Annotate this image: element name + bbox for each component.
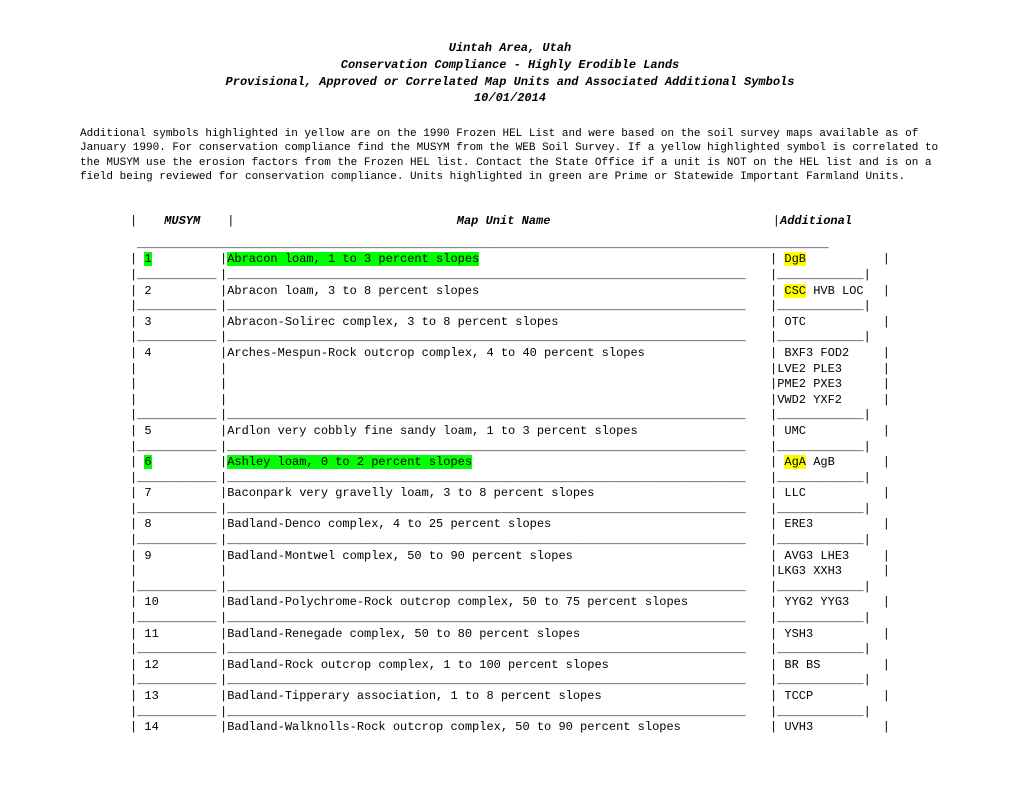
- header-line-2: Conservation Compliance - Highly Erodibl…: [80, 57, 940, 74]
- table-row-continuation: | | |PME2 PXE3|: [130, 377, 890, 393]
- col-name: Map Unit Name: [234, 214, 772, 228]
- separator-row: |___________|___________________________…: [130, 705, 890, 721]
- table-row-continuation: | | |LKG3 XXH3|: [130, 564, 890, 580]
- separator-row: |___________|___________________________…: [130, 471, 890, 487]
- table-row: | 11|Badland-Renegade complex, 50 to 80 …: [130, 627, 890, 643]
- table-row: | 6|Ashley loam, 0 to 2 percent slopes| …: [130, 455, 890, 471]
- header-line-4: 10/01/2014: [80, 90, 940, 107]
- separator-row: |___________|___________________________…: [130, 268, 890, 284]
- table-row: | 12|Badland-Rock outcrop complex, 1 to …: [130, 658, 890, 674]
- table-row-continuation: | | |VWD2 YXF2|: [130, 393, 890, 409]
- separator-row: |___________|___________________________…: [130, 580, 890, 596]
- document-header: Uintah Area, Utah Conservation Complianc…: [80, 40, 940, 107]
- table-row: | 7|Baconpark very gravelly loam, 3 to 8…: [130, 486, 890, 502]
- intro-paragraph: Additional symbols highlighted in yellow…: [80, 127, 940, 184]
- separator-row: |___________|___________________________…: [130, 330, 890, 346]
- separator-row: |___________|___________________________…: [130, 611, 890, 627]
- table-row: | 8|Badland-Denco complex, 4 to 25 perce…: [130, 517, 890, 533]
- table-row: | 10|Badland-Polychrome-Rock outcrop com…: [130, 595, 890, 611]
- separator-row: |___________|___________________________…: [130, 533, 890, 549]
- header-line-1: Uintah Area, Utah: [80, 40, 940, 57]
- col-musym: MUSYM: [137, 214, 227, 228]
- separator-row: |___________|___________________________…: [130, 502, 890, 518]
- separator-row: |___________|___________________________…: [130, 673, 890, 689]
- table-row: | 1|Abracon loam, 1 to 3 percent slopes|…: [130, 252, 890, 268]
- table-row: | 3|Abracon-Solirec complex, 3 to 8 perc…: [130, 315, 890, 331]
- separator-row: |___________|___________________________…: [130, 642, 890, 658]
- header-line-3: Provisional, Approved or Correlated Map …: [80, 74, 940, 91]
- data-table: | MUSYM | Map Unit Name | Additional ___…: [130, 214, 890, 735]
- separator-row: |___________|___________________________…: [130, 408, 890, 424]
- table-row-continuation: | | |LVE2 PLE3|: [130, 362, 890, 378]
- table-row: | 9|Badland-Montwel complex, 50 to 90 pe…: [130, 549, 890, 565]
- separator-row: |___________|___________________________…: [130, 440, 890, 456]
- separator-row: |___________|___________________________…: [130, 299, 890, 315]
- table-row: | 14|Badland-Walknolls-Rock outcrop comp…: [130, 720, 890, 736]
- table-row: | 13|Badland-Tipperary association, 1 to…: [130, 689, 890, 705]
- table-row: | 4|Arches-Mespun-Rock outcrop complex, …: [130, 346, 890, 362]
- table-row: | 5|Ardlon very cobbly fine sandy loam, …: [130, 424, 890, 440]
- col-additional: Additional: [780, 214, 890, 228]
- column-headers: | MUSYM | Map Unit Name | Additional: [130, 214, 890, 228]
- top-rule: ________________________________________…: [130, 236, 890, 252]
- table-row: | 2|Abracon loam, 3 to 8 percent slopes|…: [130, 284, 890, 300]
